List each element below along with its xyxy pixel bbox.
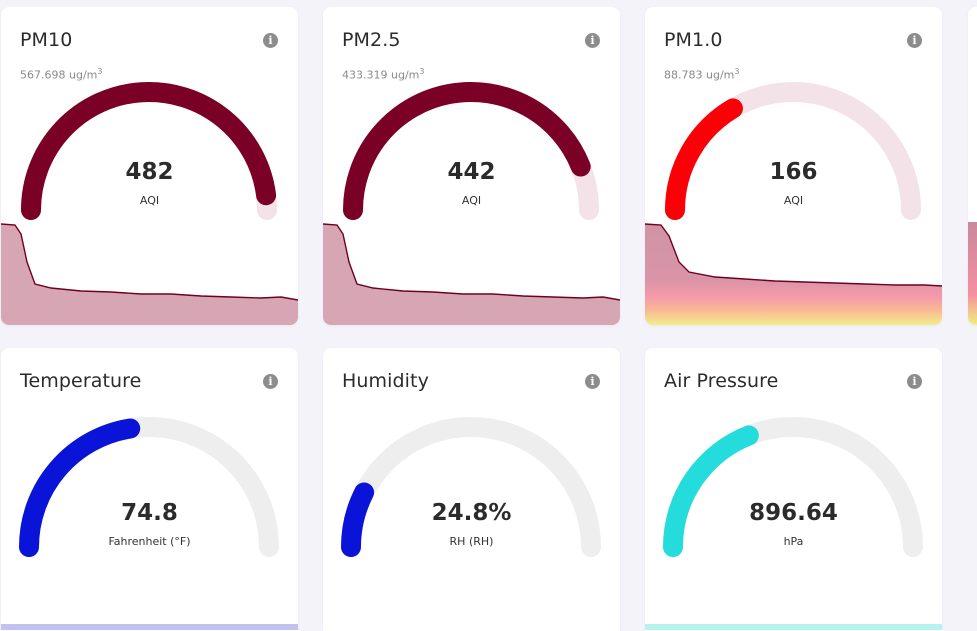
- history-sparkline: [645, 223, 942, 325]
- gauge-unit: AQI: [783, 194, 804, 207]
- card-title: Temperature: [20, 370, 142, 392]
- history-strip: [645, 624, 942, 630]
- aqi-gauge: [21, 82, 277, 220]
- gauge-fill: [21, 82, 277, 220]
- gauge-fill: [19, 418, 141, 557]
- card-title: Air Pressure: [664, 370, 779, 392]
- offscreen-card-edge: [968, 7, 977, 325]
- info-icon[interactable]: i: [263, 374, 278, 389]
- card-title: PM1.0: [664, 29, 723, 51]
- info-icon[interactable]: i: [585, 33, 600, 48]
- gauge-fill: [343, 82, 591, 220]
- gauge-unit: AQI: [461, 194, 482, 207]
- pm1-card[interactable]: PM1.0 88.783 ug/m3 i 166 AQI: [645, 7, 942, 325]
- gauge-track: [341, 417, 601, 557]
- pm10-card[interactable]: PM10 567.698 ug/m3 i 482 AQI: [1, 7, 298, 325]
- card-reading: 567.698 ug/m3: [20, 67, 103, 82]
- gauge-unit: hPa: [783, 535, 804, 548]
- gauge-track: [663, 417, 923, 557]
- card-title: PM10: [20, 29, 73, 51]
- aqi-gauge: [665, 82, 921, 220]
- gauge-value: 896.64: [749, 500, 838, 526]
- gauge-unit: RH (RH): [449, 535, 494, 548]
- card-reading: 88.783 ug/m3: [664, 67, 740, 82]
- aqi-gauge: [343, 82, 599, 220]
- humidity-gauge: [341, 417, 601, 557]
- gauge-unit: Fahrenheit (°F): [108, 535, 191, 548]
- gauge-track: [21, 82, 277, 220]
- info-icon[interactable]: i: [263, 33, 278, 48]
- temperature-card[interactable]: Temperature i 74.8 Fahrenheit (°F): [1, 348, 298, 631]
- info-icon[interactable]: i: [907, 33, 922, 48]
- gauge-unit: AQI: [139, 194, 160, 207]
- history-strip: [1, 624, 298, 630]
- gauge-fill: [665, 98, 743, 220]
- card-title: PM2.5: [342, 29, 401, 51]
- card-reading: 433.319 ug/m3: [342, 67, 425, 82]
- gauge-fill: [341, 482, 375, 557]
- gauge-track: [665, 82, 921, 220]
- gauge-fill: [663, 425, 759, 557]
- humidity-card[interactable]: Humidity i 24.8% RH (RH): [323, 348, 620, 631]
- gauge-value: 74.8: [121, 500, 178, 526]
- card-title: Humidity: [342, 370, 429, 392]
- pressure-gauge: [663, 417, 923, 557]
- history-sparkline: [1, 223, 298, 325]
- gauge-value: 482: [125, 159, 174, 185]
- gauge-track: [19, 417, 279, 557]
- info-icon[interactable]: i: [585, 374, 600, 389]
- gauge-value: 442: [447, 159, 496, 185]
- gauge-value: 24.8%: [431, 500, 512, 526]
- temperature-gauge: [19, 417, 279, 557]
- air-pressure-card[interactable]: Air Pressure i 896.64 hPa: [645, 348, 942, 631]
- history-sparkline: [323, 223, 620, 325]
- info-icon[interactable]: i: [907, 374, 922, 389]
- gauge-value: 166: [769, 159, 818, 185]
- pm25-card[interactable]: PM2.5 433.319 ug/m3 i 442 AQI: [323, 7, 620, 325]
- gauge-track: [343, 82, 599, 220]
